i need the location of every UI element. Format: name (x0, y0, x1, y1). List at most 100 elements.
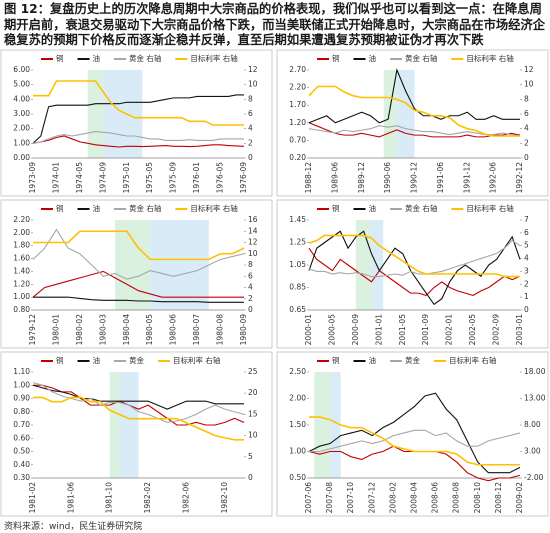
y2-tick-label: 6 (524, 109, 529, 118)
panel-frame (0, 49, 273, 197)
legend-label: 铜 (56, 355, 64, 365)
y-tick-label: 1.05 (289, 260, 306, 269)
y2-tick-label: 2 (524, 138, 529, 147)
y-tick-label: 1.00 (13, 380, 30, 389)
y2-tick-label: 12 (248, 238, 258, 247)
x-tick-label: 1990-06 (383, 162, 392, 194)
legend-label: 油 (369, 355, 377, 365)
series-line (308, 85, 520, 137)
y2-tick-label: 20 (248, 388, 258, 397)
y-tick-label: 2.20 (13, 215, 30, 224)
y-tick-label: 0.80 (13, 305, 30, 314)
legend-label: 黄金 右轴 (129, 53, 161, 63)
shaded-period (109, 372, 120, 478)
legend-label: 油 (93, 203, 101, 213)
y-tick-label: 1.00 (13, 292, 30, 301)
x-tick-label: 1980-09 (239, 314, 248, 346)
shaded-period (371, 220, 384, 310)
y2-tick-label: 15 (248, 409, 258, 418)
series-line (308, 230, 521, 306)
x-tick-label: 2003-01 (515, 314, 524, 346)
series-line (308, 68, 520, 124)
y2-tick-label: 7 (524, 215, 529, 224)
y-tick-label: 1.70 (289, 100, 306, 109)
y2-tick-label: 10 (248, 249, 258, 258)
shaded-period (396, 70, 415, 158)
y-tick-label: 0.40 (13, 460, 30, 469)
y-tick-label: 2.00 (13, 228, 30, 237)
x-tick-label: 1988-12 (304, 162, 313, 194)
legend-label: 铜 (56, 53, 64, 63)
series-line (309, 429, 521, 453)
y2-tick-label: 18.00 (524, 367, 546, 376)
y-tick-label: 2.50 (289, 367, 306, 376)
y2-tick-label: 12 (524, 65, 534, 74)
series-line (33, 296, 244, 303)
y-tick-label: 3.00 (13, 109, 30, 118)
x-tick-label: 1975-01 (122, 162, 131, 194)
y2-tick-label: 8.00 (524, 420, 541, 429)
x-tick-label: 2007-12 (367, 482, 376, 514)
x-tick-label: 1980-07 (192, 314, 201, 346)
y-tick-label: 0.90 (13, 394, 30, 403)
y-tick-label: 1.25 (289, 238, 306, 247)
x-tick-label: 2008-08 (452, 482, 461, 514)
shaded-period (150, 220, 209, 310)
y2-tick-label: 5 (248, 452, 253, 461)
x-tick-label: 2007-08 (325, 482, 334, 514)
x-tick-label: 1980-02 (75, 314, 84, 346)
y2-tick-label: 10 (524, 80, 534, 89)
y-tick-label: 0.70 (289, 135, 306, 144)
panel-frame (276, 351, 549, 517)
figure-title: 图 12：复盘历史上的历次降息周期中大宗商品的价格表现，我们似乎也可以看到这一点… (4, 2, 546, 47)
x-tick-label: 1976-09 (239, 162, 248, 194)
y2-tick-label: 8 (524, 94, 529, 103)
x-tick-label: 1981-10 (105, 482, 114, 514)
legend-label: 油 (369, 203, 377, 213)
y-tick-label: 1.20 (289, 118, 306, 127)
x-tick-label: 1989-12 (357, 162, 366, 194)
y2-tick-label: 0 (524, 305, 529, 314)
y-tick-label: 1.00 (289, 447, 306, 456)
series-line (308, 234, 520, 278)
legend-label: 黄金 (129, 355, 144, 365)
y-tick-label: 0.30 (13, 473, 30, 482)
series-line (33, 384, 245, 426)
series-line (308, 392, 521, 474)
x-tick-label: 1976-01 (192, 162, 201, 194)
x-tick-label: 2000-01 (304, 314, 313, 346)
y-tick-label: 1.10 (13, 367, 30, 376)
y2-tick-label: 0 (248, 153, 253, 162)
x-tick-label: 2008-06 (431, 482, 440, 514)
y2-tick-label: 3.00 (524, 447, 541, 456)
legend-label: 黄金 右轴 (129, 203, 161, 213)
x-tick-label: 2008-04 (410, 482, 419, 514)
y2-tick-label: 6 (248, 109, 253, 118)
y2-tick-label: 4 (248, 124, 253, 133)
y-tick-label: 1.40 (13, 266, 30, 275)
x-tick-label: 1980-03 (98, 314, 107, 346)
y2-tick-label: -2.00 (524, 473, 544, 482)
y2-tick-label: 3 (524, 266, 529, 275)
panel-frame (0, 199, 273, 349)
shaded-period (355, 220, 372, 310)
shaded-period (87, 70, 104, 158)
x-tick-label: 2000-09 (351, 314, 360, 346)
y-tick-label: 6.00 (13, 65, 30, 74)
x-tick-label: 1990-12 (410, 162, 419, 194)
x-tick-label: 2009-02 (515, 482, 524, 514)
y2-tick-label: 6 (248, 271, 253, 280)
y2-tick-label: 2 (524, 279, 529, 288)
x-tick-label: 2002-05 (468, 314, 477, 346)
x-tick-label: 1974-01 (51, 162, 60, 194)
legend-label: 铜 (332, 203, 340, 213)
y-tick-label: 4.00 (13, 94, 30, 103)
x-tick-label: 1991-12 (462, 162, 471, 194)
x-tick-label: 1981-02 (28, 482, 37, 514)
x-tick-label: 1976-05 (216, 162, 225, 194)
y-tick-label: 0.50 (289, 473, 306, 482)
y2-tick-label: 0 (248, 473, 253, 482)
y-tick-label: 1.60 (13, 254, 30, 263)
series-line (309, 416, 520, 466)
y2-tick-label: 10 (248, 80, 258, 89)
